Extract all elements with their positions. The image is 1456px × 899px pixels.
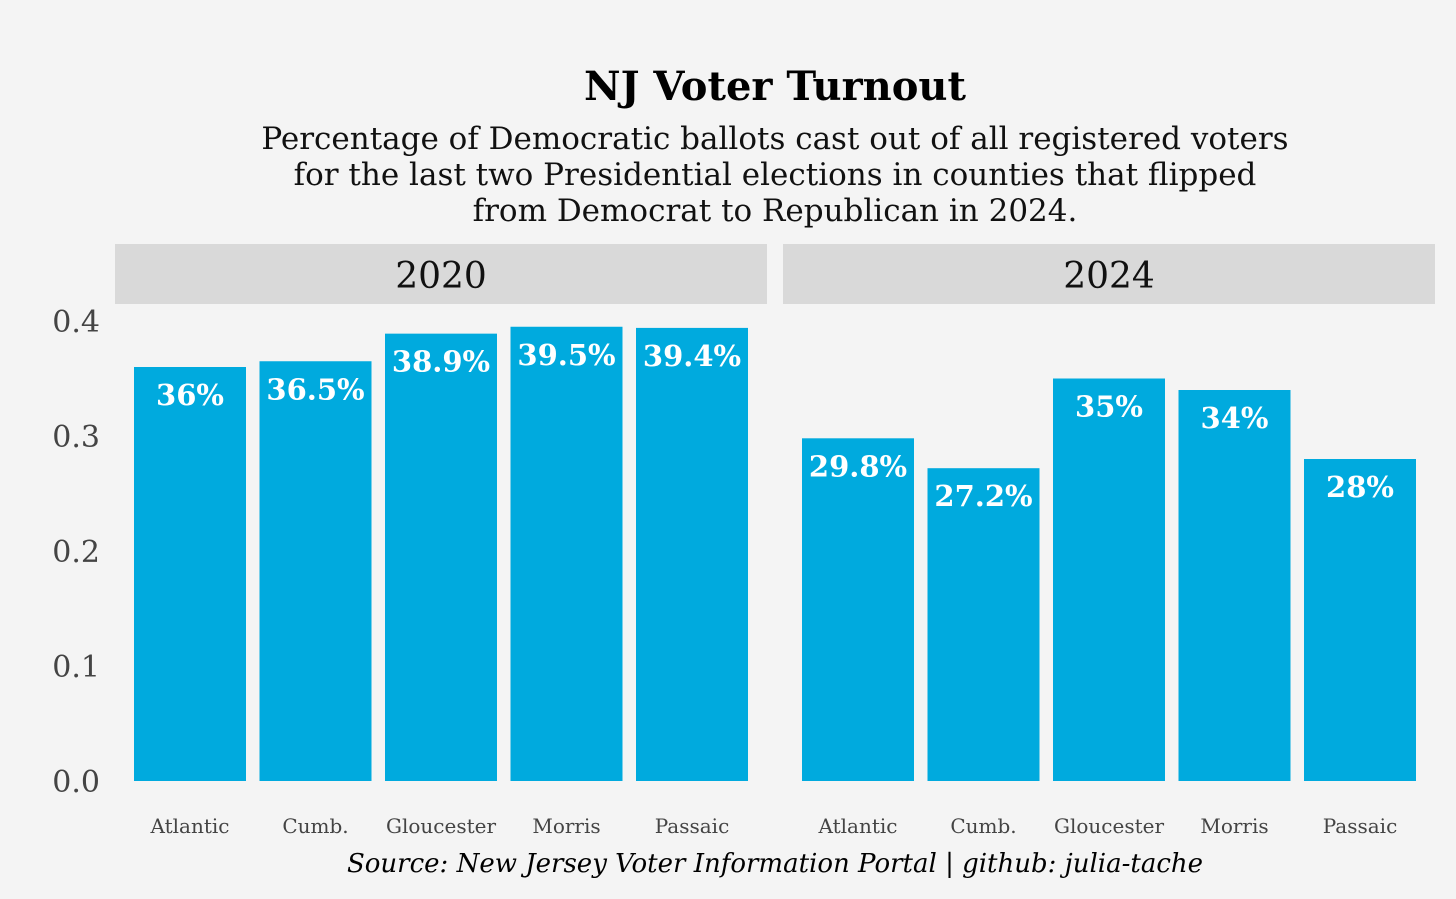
bar [802, 438, 914, 781]
bar-value-label: 34% [1201, 401, 1269, 435]
bar [134, 367, 246, 781]
bar [259, 361, 372, 781]
x-tick-label: Gloucester [1054, 814, 1164, 838]
bar-value-label: 27.2% [934, 479, 1032, 513]
x-tick-label: Passaic [655, 814, 730, 838]
x-tick-label: Gloucester [386, 814, 496, 838]
bar [1053, 378, 1165, 781]
bar-value-label: 28% [1326, 470, 1394, 504]
x-tick-label: Cumb. [282, 814, 348, 838]
bar-value-label: 39.4% [643, 339, 741, 373]
chart-title: NJ Voter Turnout [584, 63, 966, 110]
x-tick-label: Atlantic [150, 814, 230, 838]
bar-value-label: 36.5% [266, 372, 364, 406]
chart-subtitle-line-1: Percentage of Democratic ballots cast ou… [261, 121, 1288, 157]
chart-subtitle-line-3: from Democrat to Republican in 2024. [473, 193, 1078, 229]
y-tick-label: 0.1 [52, 650, 100, 685]
bar-value-label: 39.5% [517, 338, 615, 372]
facet-strip [115, 244, 767, 304]
facet-strip-label: 2020 [395, 256, 487, 297]
x-tick-label: Atlantic [818, 814, 898, 838]
bar [1178, 390, 1291, 781]
bar-value-label: 38.9% [392, 345, 490, 379]
y-tick-label: 0.0 [52, 765, 100, 800]
facet-panel-2024: 2024 29.8% Atlantic 27.2% Cumb. 35% Gloucester… [783, 244, 1435, 838]
bar [510, 326, 623, 781]
chart-subtitle-line-2: for the last two Presidential elections … [294, 157, 1257, 193]
facet-panels: 2020 36% Atlantic 36.5% Cumb. 38.9% Gloucester… [115, 244, 1435, 838]
facet-strip [783, 244, 1435, 304]
bar [1304, 459, 1416, 781]
chart-caption: Source: New Jersey Voter Information Por… [347, 849, 1203, 879]
facet-strip-label: 2024 [1063, 256, 1155, 297]
y-tick-label: 0.3 [52, 420, 100, 455]
x-tick-label: Morris [532, 814, 600, 838]
bar [636, 327, 748, 781]
y-tick-label: 0.2 [52, 535, 100, 570]
facet-panel-2020: 2020 36% Atlantic 36.5% Cumb. 38.9% Gloucester… [115, 244, 767, 838]
x-tick-label: Cumb. [950, 814, 1016, 838]
bar [927, 468, 1040, 781]
y-axis: 0.0 0.1 0.2 0.3 0.4 [52, 305, 100, 800]
x-tick-label: Passaic [1323, 814, 1398, 838]
bar [385, 333, 497, 781]
y-tick-label: 0.4 [52, 305, 100, 340]
bar-value-label: 36% [156, 378, 224, 412]
bar-value-label: 29.8% [809, 449, 907, 483]
x-tick-label: Morris [1200, 814, 1268, 838]
bar-value-label: 35% [1075, 390, 1143, 424]
